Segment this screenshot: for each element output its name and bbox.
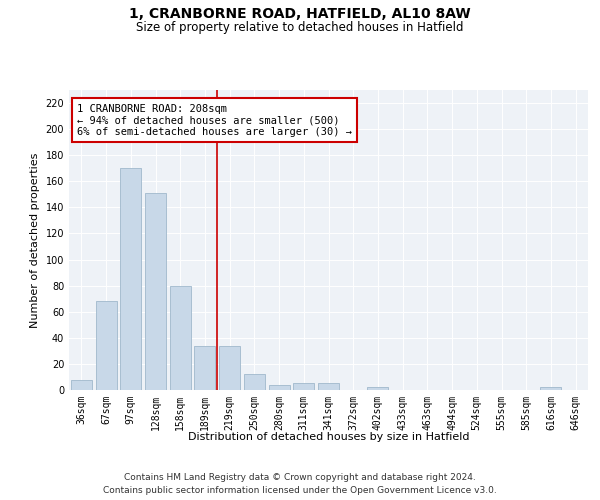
Bar bbox=[145, 193, 166, 390]
Text: 1 CRANBORNE ROAD: 208sqm
← 94% of detached houses are smaller (500)
6% of semi-d: 1 CRANBORNE ROAD: 208sqm ← 94% of detach… bbox=[77, 104, 352, 136]
Y-axis label: Number of detached properties: Number of detached properties bbox=[30, 152, 40, 328]
Bar bbox=[318, 384, 339, 390]
Bar bbox=[269, 385, 290, 390]
Text: Distribution of detached houses by size in Hatfield: Distribution of detached houses by size … bbox=[188, 432, 470, 442]
Bar bbox=[293, 384, 314, 390]
Text: Contains HM Land Registry data © Crown copyright and database right 2024.: Contains HM Land Registry data © Crown c… bbox=[124, 472, 476, 482]
Text: Size of property relative to detached houses in Hatfield: Size of property relative to detached ho… bbox=[136, 21, 464, 34]
Bar bbox=[170, 286, 191, 390]
Bar bbox=[244, 374, 265, 390]
Bar bbox=[541, 388, 562, 390]
Text: Contains public sector information licensed under the Open Government Licence v3: Contains public sector information licen… bbox=[103, 486, 497, 495]
Bar bbox=[71, 380, 92, 390]
Bar bbox=[219, 346, 240, 390]
Bar bbox=[367, 388, 388, 390]
Bar bbox=[95, 302, 116, 390]
Bar bbox=[120, 168, 141, 390]
Text: 1, CRANBORNE ROAD, HATFIELD, AL10 8AW: 1, CRANBORNE ROAD, HATFIELD, AL10 8AW bbox=[129, 8, 471, 22]
Bar bbox=[194, 346, 215, 390]
